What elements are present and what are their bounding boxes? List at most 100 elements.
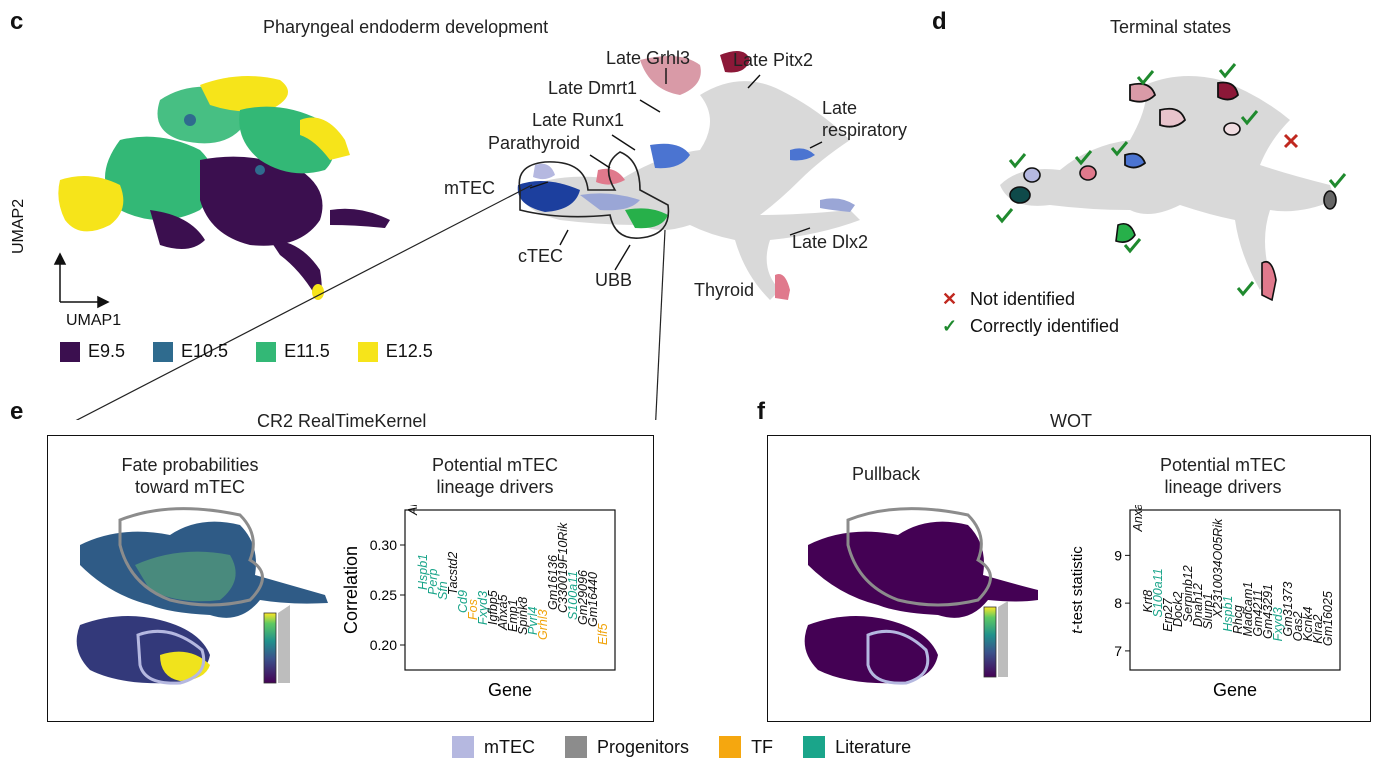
gene-label: S100a11 bbox=[1151, 568, 1165, 617]
terminal-states-umap bbox=[995, 63, 1347, 302]
legend-swatch-e12-5 bbox=[357, 341, 378, 362]
umap-states-scatter bbox=[517, 51, 860, 300]
umap-time-scatter bbox=[58, 76, 390, 300]
plot-frame bbox=[404, 509, 616, 671]
time-legend: E9.5 E10.5 E11.5 E12.5 bbox=[60, 341, 433, 362]
annotation-arrows bbox=[529, 68, 823, 271]
panel-f-right-title-2: lineage drivers bbox=[1164, 477, 1282, 497]
gene-label: Gm4211 bbox=[1251, 590, 1265, 637]
legend-swatch-literature bbox=[803, 736, 826, 758]
label-late-runx1: Late Runx1 bbox=[532, 110, 625, 130]
panel-f-left-title: Pullback bbox=[852, 464, 921, 484]
panel-c-letter: c bbox=[10, 8, 24, 35]
gene-label: Krt8 bbox=[1141, 590, 1155, 613]
legend-label-e10-5: E10.5 bbox=[181, 341, 229, 361]
y-axis-label: Correlation bbox=[341, 546, 361, 634]
label-late: Late bbox=[822, 98, 858, 118]
panel-e-right-title: Potential mTEC lineage drivers bbox=[410, 454, 580, 498]
gene-label: Hspb1 bbox=[1221, 596, 1235, 632]
panel-f-right-title: Potential mTEC lineage drivers bbox=[1138, 454, 1308, 498]
label-ubb: UBB bbox=[595, 270, 633, 290]
panel-d-letter: d bbox=[932, 8, 947, 35]
gene-label: Erp27 bbox=[1161, 597, 1175, 631]
label-ctec: cTEC bbox=[518, 246, 563, 266]
gene-label: Fos bbox=[466, 599, 480, 620]
label-late-dmrt1: Late Dmrt1 bbox=[548, 78, 638, 98]
legend-label-progenitors: Progenitors bbox=[597, 736, 690, 757]
label-parathyroid: Parathyroid bbox=[488, 133, 581, 153]
legend-swatch-mtec bbox=[452, 736, 474, 758]
legend-swatch-e11-5 bbox=[256, 341, 277, 362]
gene-label: Gm16025 bbox=[1321, 591, 1335, 646]
panel-c-title: Pharyngeal endoderm development bbox=[263, 17, 549, 37]
legend-label-literature: Literature bbox=[835, 736, 912, 757]
panel-e-right-title-2: lineage drivers bbox=[436, 477, 554, 497]
check-marks bbox=[995, 63, 1347, 297]
gene-label: Anxa5 bbox=[496, 595, 510, 631]
gene-label: Sfn bbox=[436, 581, 450, 600]
legend-swatch-progenitors bbox=[565, 736, 587, 758]
panel-d-title: Terminal states bbox=[1110, 17, 1232, 37]
y-tick-label: 0.30 bbox=[370, 537, 397, 553]
legend-label-tf: TF bbox=[751, 736, 774, 757]
panel-f-letter: f bbox=[757, 398, 765, 425]
gene-label: Fxyd3 bbox=[1271, 607, 1285, 641]
panel-f-title: WOT bbox=[1050, 411, 1092, 431]
gene-label: Gm16136 bbox=[546, 555, 560, 610]
legend-correctly-identified: Correctly identified bbox=[970, 316, 1120, 336]
pullback-umap bbox=[804, 507, 1038, 685]
label-respiratory: respiratory bbox=[822, 120, 908, 140]
gene-label: Dnah12 bbox=[1191, 583, 1205, 627]
panel-e-left-title: Fate probabilities toward mTEC bbox=[105, 454, 275, 498]
gene-label: Slurp1 bbox=[1201, 593, 1215, 629]
legend-label-e12-5: E12.5 bbox=[385, 341, 433, 361]
label-late-dlx2: Late Dlx2 bbox=[792, 232, 869, 252]
gene-label: Klra2 bbox=[1311, 615, 1325, 644]
gene-label: Elf5 bbox=[596, 623, 610, 645]
legend-swatch-e10-5 bbox=[153, 341, 174, 362]
gene-label: Perp bbox=[426, 569, 440, 595]
panel-e-left-title-2: toward mTEC bbox=[134, 477, 246, 497]
gene-label: Gm16440 bbox=[586, 572, 600, 627]
gene-label: Anxa2 bbox=[406, 505, 420, 516]
gene-label: Dock2 bbox=[1171, 592, 1185, 627]
gene-label: Gm43291 bbox=[1261, 584, 1275, 639]
y-tick-label: 9 bbox=[1114, 547, 1122, 563]
legend-label-mtec: mTEC bbox=[484, 736, 535, 757]
gene-label: Gm31373 bbox=[1281, 582, 1295, 637]
y-tick-label: 8 bbox=[1114, 595, 1122, 611]
panel-e-box bbox=[47, 435, 654, 722]
panel-e-letter: e bbox=[10, 398, 24, 425]
cross-icon: ✕ bbox=[942, 289, 958, 309]
x-axis-label: Gene bbox=[1213, 680, 1257, 700]
y-tick-label: 0.25 bbox=[370, 587, 397, 603]
gene-label: Igfbp5 bbox=[486, 590, 500, 625]
legend-swatch-e9-5 bbox=[60, 341, 80, 362]
y-axis-label: t-test statistic bbox=[1069, 546, 1086, 634]
gene-label: S100a11 bbox=[566, 571, 580, 620]
label-late-pitx2: Late Pitx2 bbox=[733, 50, 814, 70]
label-mtec: mTEC bbox=[444, 178, 495, 198]
gene-label: Anxa2 bbox=[1131, 505, 1145, 532]
gene-label: C330019F10Rik bbox=[556, 522, 570, 613]
gene-label: Madcam1 bbox=[1241, 582, 1255, 637]
y-tick-label: 0.20 bbox=[370, 637, 397, 653]
legend-label-e9-5: E9.5 bbox=[88, 341, 126, 361]
zoom-lines bbox=[75, 184, 666, 420]
fate-probability-umap bbox=[76, 507, 328, 685]
cross-mark bbox=[1283, 133, 1299, 149]
gene-label: Hspb1 bbox=[416, 554, 430, 590]
correlation-gene-chart: 0.300.250.20Anxa2Hspb1PerpSfnTacstd2Cd9F… bbox=[341, 505, 616, 700]
gene-label: Tacstd2 bbox=[446, 552, 460, 595]
umap-axis-arrows bbox=[53, 252, 110, 309]
gene-label: X2310034O05Rik bbox=[1211, 518, 1225, 618]
terminal-legend: ✕ Not identified ✓ Correctly identified bbox=[942, 286, 1119, 340]
panel-f-box bbox=[767, 435, 1371, 722]
panel-c-figure bbox=[53, 51, 860, 420]
panel-e-right-title-1: Potential mTEC bbox=[431, 455, 559, 475]
gene-label: Fxyd3 bbox=[476, 591, 490, 625]
gene-label: Rhcg bbox=[1231, 605, 1245, 634]
y-tick-label: 7 bbox=[1114, 643, 1122, 659]
panel-e-title: CR2 RealTimeKernel bbox=[257, 411, 427, 431]
legend-label-e11-5: E11.5 bbox=[284, 341, 330, 361]
